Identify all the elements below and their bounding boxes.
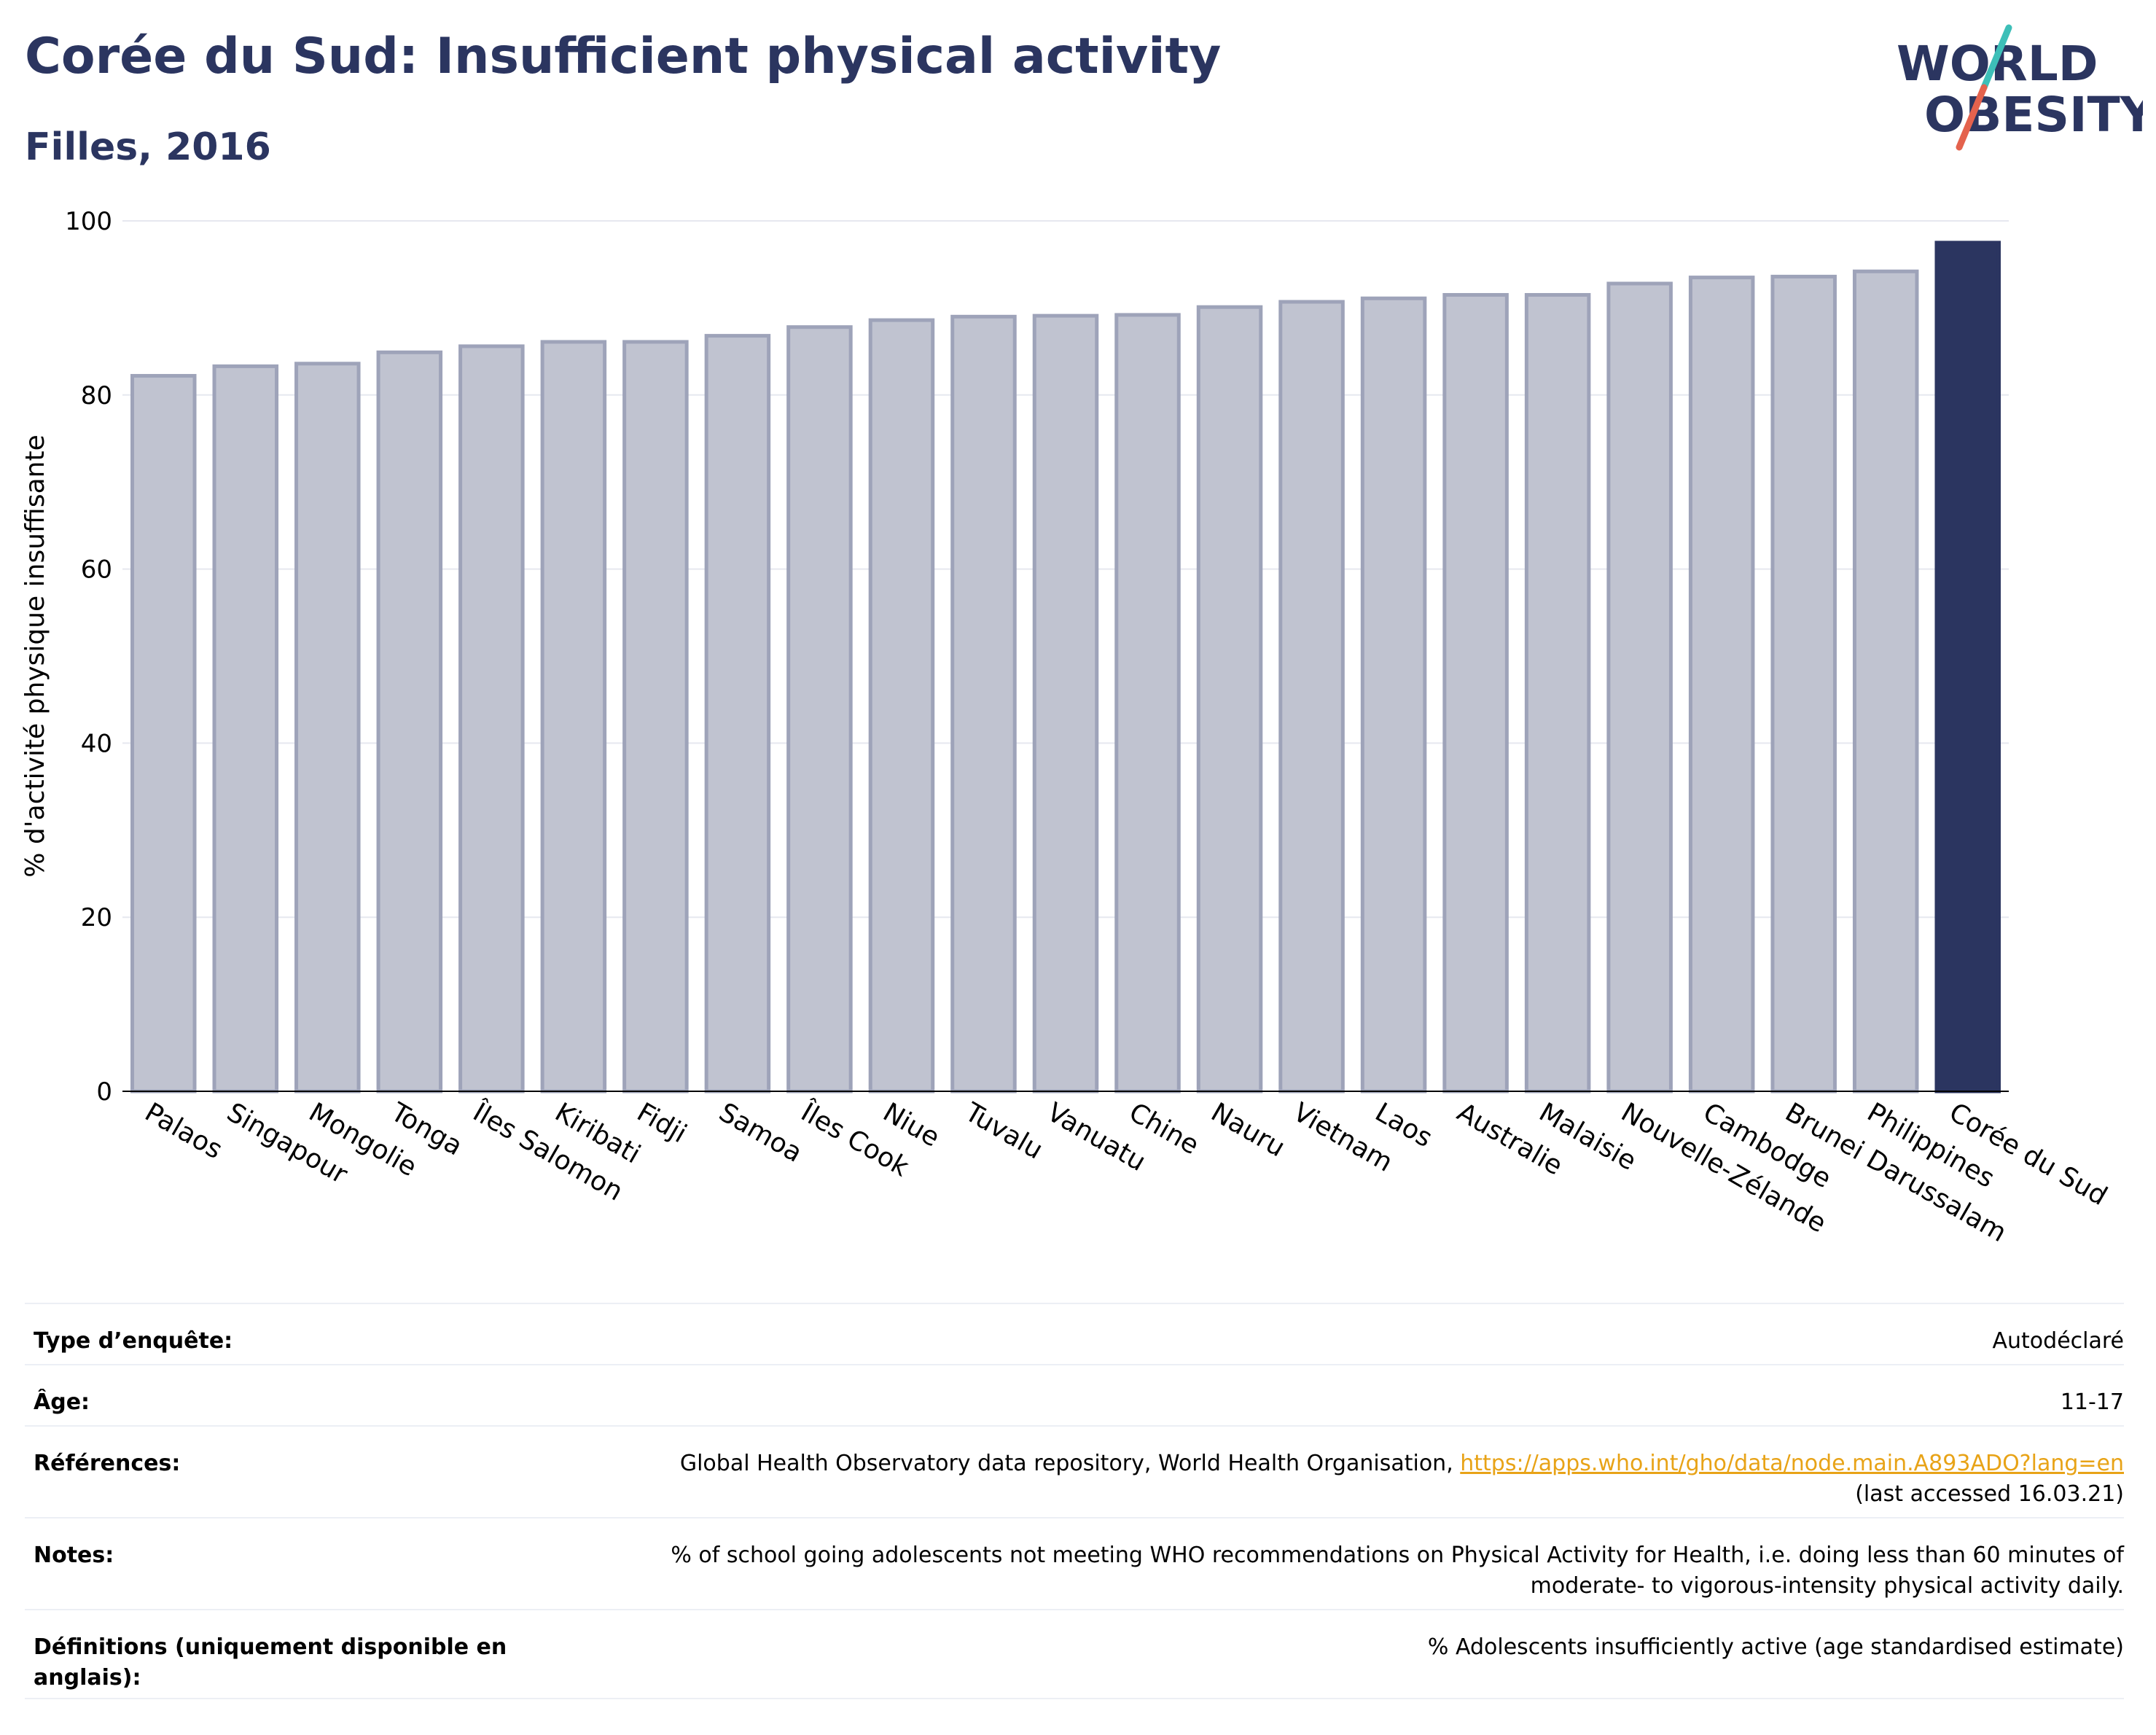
info-value: % of school going adolescents not meetin… (671, 1543, 2124, 1599)
bar (1442, 292, 1509, 1093)
bar (376, 350, 443, 1093)
bar (704, 334, 771, 1093)
info-row: Âge: 11-17 (25, 1364, 2124, 1425)
chart-subtitle: Filles, 2016 (25, 125, 271, 169)
y-tick-label: 0 (96, 1077, 112, 1107)
logo-slash-teal (1980, 24, 2012, 91)
reference-link[interactable]: https://apps.who.int/gho/data/node.main.… (1460, 1451, 2124, 1476)
y-tick-labels: 0 20 40 60 80 100 (65, 207, 112, 1107)
info-label: Définitions (uniquement disponible en an… (34, 1634, 507, 1691)
info-table: Type d’enquête: Autodéclaré Âge: 11-17 Référ… (25, 1303, 2124, 1699)
info-value: 11-17 (2060, 1389, 2124, 1415)
chart-title: Corée du Sud: Insufficient physical acti… (25, 28, 1222, 85)
x-tick-label: Palaos (140, 1097, 227, 1165)
info-value: % Adolescents insufficiently active (age… (1427, 1634, 2124, 1660)
logo-word-obesity: OBESITY (1924, 87, 2143, 143)
info-value: Global Health Observatory data repositor… (679, 1451, 2124, 1507)
x-tick-label: Samoa (714, 1097, 807, 1169)
bar (1032, 313, 1099, 1093)
bar (1770, 274, 1837, 1093)
y-tick-label: 40 (81, 729, 112, 758)
bar (950, 314, 1017, 1093)
info-row: Notes: % of school going adolescents not … (25, 1517, 2124, 1609)
x-tick-label: Tuvalu (959, 1097, 1047, 1166)
bar-chart: 0 20 40 60 80 100 PalaosSingapourMongolieTong… (20, 207, 2112, 1248)
bar (1278, 300, 1345, 1093)
info-label: Notes: (34, 1543, 114, 1568)
world-obesity-logo: WORLD OBESITY (1897, 24, 2143, 151)
y-tick-label: 100 (65, 207, 112, 236)
y-tick-label: 20 (81, 903, 112, 932)
y-tick-label: 60 (81, 555, 112, 585)
logo-slash-coral (1956, 84, 1988, 151)
bar (1688, 276, 1755, 1093)
info-row: Références: Global Health Observatory dat… (25, 1425, 2124, 1517)
x-tick-label: Nauru (1206, 1097, 1290, 1163)
bar (130, 374, 197, 1093)
bar (786, 325, 853, 1093)
bar (458, 344, 525, 1093)
bar (1196, 305, 1263, 1093)
bar (1114, 313, 1181, 1093)
info-label: Références: (34, 1451, 181, 1476)
info-label: Type d’enquête: (34, 1328, 233, 1354)
y-tick-label: 80 (81, 381, 112, 410)
bar (294, 362, 361, 1093)
bar (622, 340, 689, 1093)
info-row: Définitions (uniquement disponible en an… (25, 1609, 2124, 1699)
info-row: Type d’enquête: Autodéclaré (25, 1303, 2124, 1364)
info-value: Autodéclaré (1992, 1328, 2125, 1354)
bar (540, 340, 607, 1093)
bar (1524, 292, 1591, 1093)
bar (1852, 269, 1919, 1093)
bar (1934, 241, 2001, 1093)
chart-bars (130, 241, 2001, 1093)
y-axis-label: % d'activité physique insuffisante (20, 434, 50, 877)
bar (868, 318, 935, 1093)
bar (212, 364, 279, 1093)
info-label: Âge: (34, 1389, 90, 1415)
bar (1360, 296, 1427, 1093)
bar (1606, 281, 1673, 1093)
